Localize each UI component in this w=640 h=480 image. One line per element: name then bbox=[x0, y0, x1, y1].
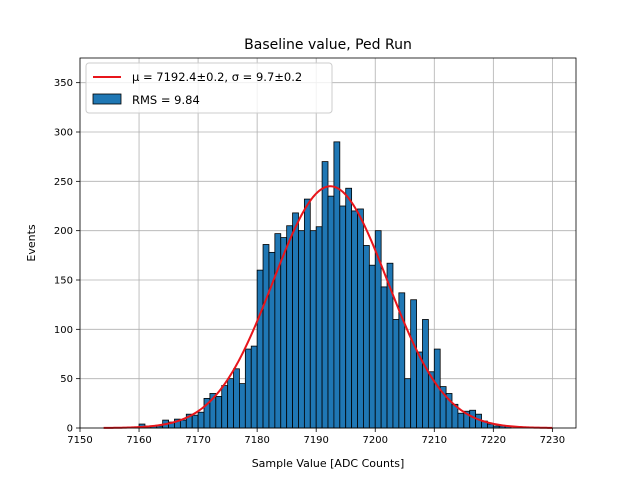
histogram-bar bbox=[303, 198, 311, 429]
x-tick-label-8: 7230 bbox=[540, 435, 565, 446]
histogram-bar bbox=[197, 411, 205, 429]
histogram-bar bbox=[315, 226, 323, 429]
histogram-bar bbox=[368, 264, 376, 429]
histogram-bar bbox=[392, 319, 400, 429]
histogram-bar bbox=[351, 210, 358, 429]
histogram-bar bbox=[487, 423, 494, 429]
histogram-bar bbox=[191, 414, 199, 429]
x-tick-label-5: 7200 bbox=[363, 435, 388, 446]
legend-histogram-label: RMS = 9.84 bbox=[132, 93, 200, 107]
histogram-bar bbox=[339, 205, 347, 429]
x-tick-label-4: 7190 bbox=[303, 435, 328, 446]
legend: μ = 7192.4±0.2, σ = 9.7±0.2 RMS = 9.84 bbox=[85, 62, 333, 114]
histogram-bar bbox=[179, 419, 187, 429]
histogram-bar bbox=[404, 378, 412, 429]
x-tick-label-6: 7210 bbox=[422, 435, 447, 446]
y-tick-label-0: 0 bbox=[67, 424, 73, 435]
y-tick-label-7: 350 bbox=[54, 78, 73, 89]
histogram-bar bbox=[422, 319, 429, 429]
y-tick-label-5: 250 bbox=[54, 177, 73, 188]
y-tick-label-1: 50 bbox=[60, 374, 73, 385]
x-axis-ticks: 7150 7160 7170 7180 7190 7200 7210 7220 7230 bbox=[67, 428, 565, 446]
y-tick-label-2: 100 bbox=[54, 325, 73, 336]
histogram-bar bbox=[256, 269, 264, 429]
x-tick-label-1: 7160 bbox=[126, 435, 151, 446]
x-tick-label-7: 7220 bbox=[481, 435, 506, 446]
y-tick-label-3: 150 bbox=[54, 276, 73, 287]
histogram-bar bbox=[286, 225, 293, 429]
histogram-bar bbox=[345, 187, 353, 429]
y-axis-ticks: 0 50 100 150 200 250 300 350 bbox=[54, 78, 80, 435]
histogram-bar bbox=[280, 237, 288, 429]
histogram-bar bbox=[239, 383, 246, 429]
legend-fit-label: μ = 7192.4±0.2, σ = 9.7±0.2 bbox=[132, 70, 302, 84]
histogram-bar bbox=[327, 195, 335, 429]
histogram-bar bbox=[298, 230, 305, 429]
x-axis-title: Sample Value [ADC Counts] bbox=[252, 457, 405, 470]
histogram-bar bbox=[333, 141, 341, 429]
gaussian-fit-curve bbox=[103, 185, 553, 429]
y-axis-title: Events bbox=[25, 224, 38, 262]
histogram-bar bbox=[416, 351, 423, 429]
histogram-bar bbox=[363, 245, 370, 429]
y-tick-label-4: 200 bbox=[54, 226, 73, 237]
histogram-bar bbox=[250, 345, 258, 429]
x-tick-label-0: 7150 bbox=[67, 435, 92, 446]
x-tick-label-2: 7170 bbox=[185, 435, 210, 446]
histogram-bar bbox=[244, 348, 252, 429]
plot-frame bbox=[79, 57, 577, 429]
histogram-bar bbox=[469, 409, 477, 429]
histogram-bar bbox=[292, 212, 299, 429]
histogram-bar bbox=[410, 299, 417, 429]
histogram-bar bbox=[380, 286, 388, 429]
legend-box bbox=[85, 62, 333, 114]
y-tick-label-6: 300 bbox=[54, 128, 73, 139]
legend-histogram-swatch bbox=[92, 93, 122, 105]
chart-title: Baseline value, Ped Run bbox=[244, 37, 412, 53]
histogram-bar bbox=[457, 412, 465, 429]
histogram-bar bbox=[321, 161, 329, 429]
histogram-bar bbox=[221, 385, 229, 429]
histogram-bar bbox=[309, 230, 317, 429]
x-tick-label-3: 7180 bbox=[244, 435, 269, 446]
histogram-bar bbox=[227, 378, 234, 429]
histogram-bar bbox=[215, 396, 223, 429]
histogram-bar bbox=[262, 244, 270, 429]
histogram-bar bbox=[357, 208, 364, 429]
histogram-bars bbox=[132, 141, 512, 429]
histogram-bar bbox=[233, 368, 240, 429]
